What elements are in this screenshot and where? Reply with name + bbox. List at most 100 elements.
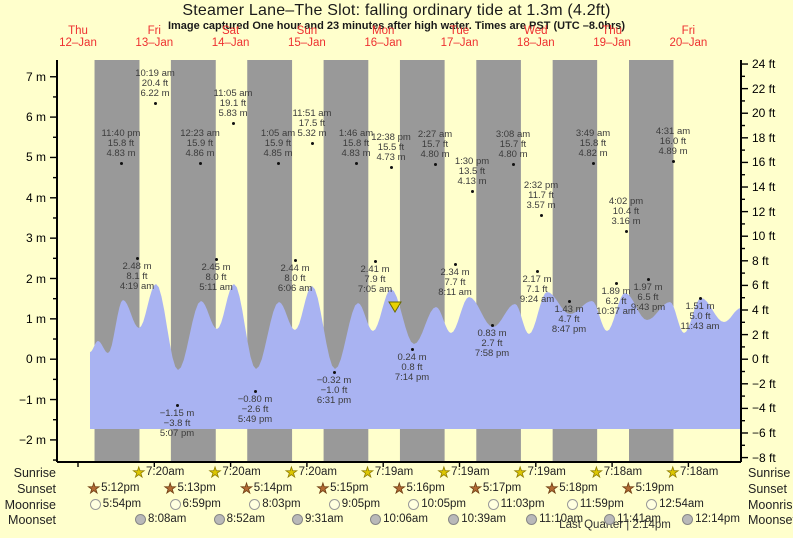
day-date: 20–Jan [669,37,708,49]
moonset-moon-icon [448,513,460,525]
moonset-time-entry: 9:31am [292,513,343,525]
day-name: Tue [449,25,470,37]
astro-row-label-moonset: Moonset [748,513,793,527]
moonrise-time: 8:03pm [262,498,301,510]
moonrise-moon-icon [566,498,578,510]
sunset-time-entry: ★ 5:14pm [240,481,293,496]
day-date: 17–Jan [440,37,479,49]
moonrise-time-entry: 9:05pm [328,498,381,510]
sunrise-time-entry: ★ 7:19am [437,464,489,480]
right-axis-label: −6 ft [752,425,776,440]
moonset-time-entry: 10:06am [370,513,428,525]
left-axis-label: 4 m [25,190,46,205]
moonrise-time-entry: 6:59pm [169,498,221,510]
astro-row-label-moonrise: Moonrise [748,498,793,512]
capture-note: Image captured One hour and 23 minutes a… [167,20,626,32]
left-axis-label: 6 m [25,110,46,125]
sunrise-time-entry: ★ 7:20am [285,465,337,480]
day-name: Fri [681,25,696,37]
sunrise-time-entry: ★ 7:18am [666,464,719,480]
day-label: Sat 14–Jan [196,25,266,49]
sunset-star-icon: ★ [87,480,101,496]
sunset-time: 5:14pm [253,482,293,494]
right-axis-label: 4 ft [752,303,769,317]
right-axis-label: 22 ft [752,81,776,96]
day-label: Wed 18–Jan [501,25,571,49]
right-axis-label: 18 ft [752,130,776,145]
astro-row-label-moonset: Moonset [8,513,56,527]
tide-curve-area [90,284,741,429]
left-axis-label: 2 m [25,271,46,286]
moonrise-moon-icon [89,498,101,510]
astro-row-label-sunset: Sunset [17,482,56,496]
left-axis-label: 3 m [25,231,46,246]
sunrise-star-icon: ★ [590,464,603,480]
moonrise-time-entry: 8:03pm [249,498,301,510]
moonset-time: 11:41am [617,513,661,525]
moonset-time-entry: 8:08am [135,513,186,525]
moonset-time-entry: 10:39am [448,513,506,525]
left-axis-label: 0 m [25,352,46,367]
sunrise-time: 7:20am [222,466,261,478]
moonset-moon-icon [526,513,538,525]
sunset-star-icon: ★ [392,480,406,496]
sunrise-star-icon: ★ [437,464,451,480]
right-axis-label: 12 ft [752,204,776,219]
moonset-time: 12:14pm [695,513,740,525]
sunset-time-entry: ★ 5:15pm [316,480,369,496]
moonrise-time-entry: 11:59pm [566,498,624,510]
day-label: Fri 13–Jan [119,25,189,49]
sunset-time-entry: ★ 5:19pm [622,481,674,496]
astro-row-label-moonrise: Moonrise [4,498,56,512]
right-axis-label: 10 ft [752,229,776,244]
day-date: 14–Jan [211,37,250,49]
moonrise-time: 6:59pm [182,498,221,510]
left-axis-label: −1 m [18,392,46,407]
sunrise-time-entry: ★ 7:20am [132,465,185,480]
moonset-moon-icon [213,513,225,525]
sunset-time-entry: ★ 5:13pm [163,480,215,496]
sunrise-time: 7:20am [146,466,185,478]
left-axis-label: 5 m [25,150,46,165]
sunset-time: 5:15pm [330,482,369,494]
day-label: Thu 19–Jan [577,25,647,49]
day-label: Mon 16–Jan [348,25,418,49]
moonrise-time: 9:05pm [341,498,381,510]
moonrise-moon-icon [408,498,420,510]
day-label: Tue 17–Jan [425,25,495,49]
sunrise-time-entry: ★ 7:19am [361,465,413,480]
right-axis-label: 8 ft [752,253,769,268]
sunrise-time: 7:18am [680,466,719,478]
moonrise-time-entry: 12:54am [646,498,704,510]
sunset-time-entry: ★ 5:16pm [392,480,445,496]
moonset-time-entry: 11:41am [604,513,661,525]
sunset-star-icon: ★ [163,480,177,496]
sunrise-time: 7:19am [527,466,566,478]
right-axis-label: 2 ft [752,327,769,342]
right-axis-label: 20 ft [752,106,776,121]
moonrise-moon-icon [328,498,340,510]
day-date: 13–Jan [135,37,174,49]
right-axis-label: 16 ft [752,155,776,170]
right-axis-label: 0 ft [752,352,769,367]
left-axis-label: −2 m [18,432,46,447]
day-name: Wed [524,25,548,37]
moonset-moon-icon [682,513,694,525]
moonset-time-entry: 11:10am [526,513,583,525]
sunset-star-icon: ★ [316,480,330,496]
sunrise-star-icon: ★ [666,464,680,480]
left-axis-label: 1 m [25,311,46,326]
astro-row-label-sunrise: Sunrise [13,466,56,480]
moonset-time-entry: 8:52am [213,513,265,525]
moonset-moon-icon [370,513,382,525]
moonrise-time: 11:59pm [579,498,624,510]
moonset-moon-icon [604,513,616,525]
current-tide-marker [388,301,402,313]
moonset-time: 9:31am [305,513,344,525]
day-date: 18–Jan [516,37,555,49]
moonrise-time-entry: 11:03pm [487,498,545,510]
moonrise-time: 5:54pm [102,498,142,510]
moonset-moon-icon [292,513,303,525]
